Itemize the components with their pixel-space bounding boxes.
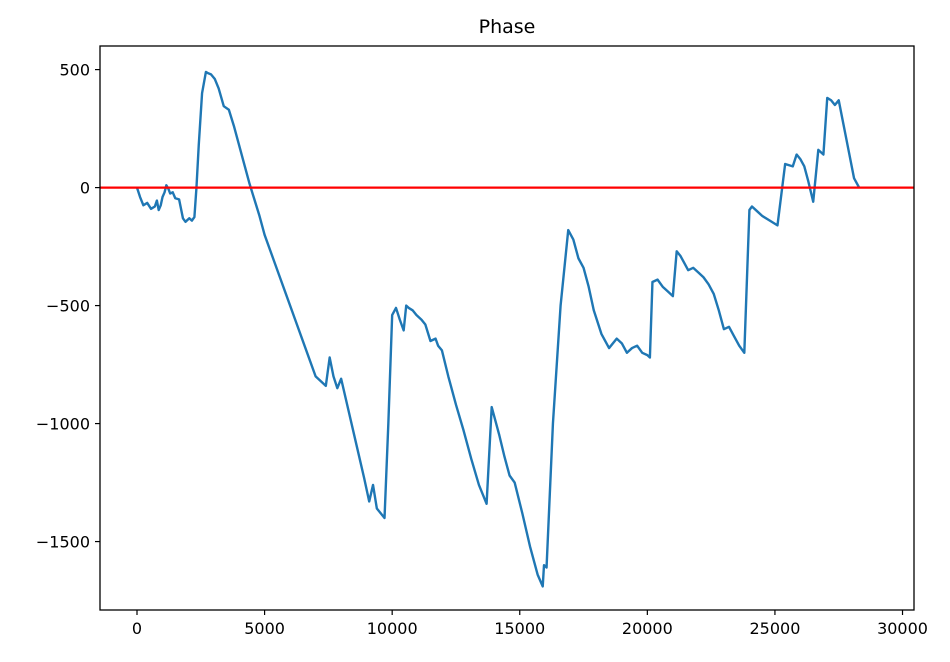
x-tick-label: 0 bbox=[132, 619, 142, 638]
axes-frame bbox=[99, 45, 915, 611]
chart-title: Phase bbox=[479, 16, 536, 38]
plot-area bbox=[100, 70, 914, 588]
x-tick-label: 25000 bbox=[749, 619, 800, 638]
y-tick-label: −500 bbox=[46, 297, 90, 316]
y-tick-label: −1500 bbox=[36, 533, 90, 552]
x-tick-label: 10000 bbox=[367, 619, 418, 638]
x-axis: 0 5000 10000 15000 20000 25000 30000 bbox=[132, 610, 928, 638]
y-axis: 500 0 −500 −1000 −1500 bbox=[36, 61, 100, 552]
x-tick-label: 5000 bbox=[244, 619, 285, 638]
y-tick-label: 500 bbox=[59, 61, 90, 80]
y-tick-label: 0 bbox=[80, 179, 90, 198]
x-tick-label: 15000 bbox=[494, 619, 545, 638]
x-tick-label: 30000 bbox=[877, 619, 928, 638]
x-tick-label: 20000 bbox=[622, 619, 673, 638]
series-line-phase bbox=[135, 70, 861, 588]
y-tick-label: −1000 bbox=[36, 415, 90, 434]
